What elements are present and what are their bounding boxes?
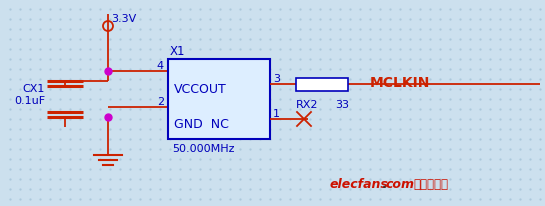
Text: 33: 33 (335, 99, 349, 109)
Text: 50.000MHz: 50.000MHz (172, 143, 234, 153)
Bar (296, 79, 348, 91)
Text: 2: 2 (157, 97, 164, 107)
Text: com: com (386, 178, 415, 191)
Text: GND  NC: GND NC (174, 118, 229, 131)
Bar (168, 60, 270, 139)
Text: 3: 3 (273, 74, 280, 84)
Text: 0.1uF: 0.1uF (14, 96, 45, 105)
Text: CX1: CX1 (23, 84, 45, 94)
Text: elecfans: elecfans (330, 178, 389, 191)
Text: 3.3V: 3.3V (111, 14, 136, 24)
Text: VCCOUT: VCCOUT (174, 83, 227, 96)
Text: 1: 1 (273, 109, 280, 118)
Text: 4: 4 (157, 61, 164, 71)
Text: 电子发烧友: 电子发烧友 (413, 178, 448, 191)
Text: MCLKIN: MCLKIN (370, 76, 431, 90)
Text: .: . (382, 178, 387, 191)
Text: RX2: RX2 (296, 99, 318, 109)
Text: X1: X1 (170, 45, 185, 58)
